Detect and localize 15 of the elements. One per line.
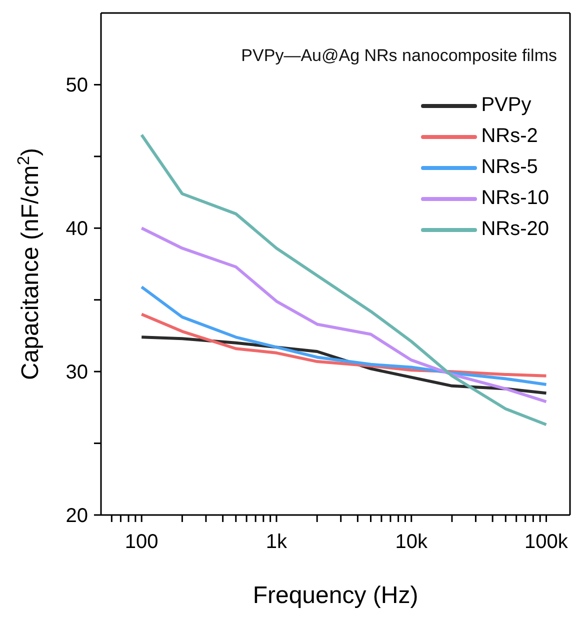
text: PVPy—Au@Ag NRs nanocomposite films [241, 46, 557, 66]
x-axis-title: Frequency (Hz) [252, 582, 418, 609]
legend-label: PVPy [481, 93, 532, 118]
x-tick-label: 100k [524, 531, 569, 553]
x-tick-label: 1k [266, 531, 288, 553]
legend-label: NRs-20 [481, 217, 549, 242]
y-tick-label: 50 [66, 74, 88, 97]
legend-label: NRs-5 [481, 155, 538, 180]
legend-label: NRs-10 [481, 186, 549, 211]
y-tick-label: 40 [66, 218, 88, 240]
x-tick-label: 100 [124, 531, 158, 553]
y-tick-label: 30 [66, 362, 88, 384]
x-tick-label: 10k [395, 531, 428, 553]
legend-label: NRs-2 [481, 124, 538, 149]
y-tick-label: 20 [66, 505, 88, 527]
